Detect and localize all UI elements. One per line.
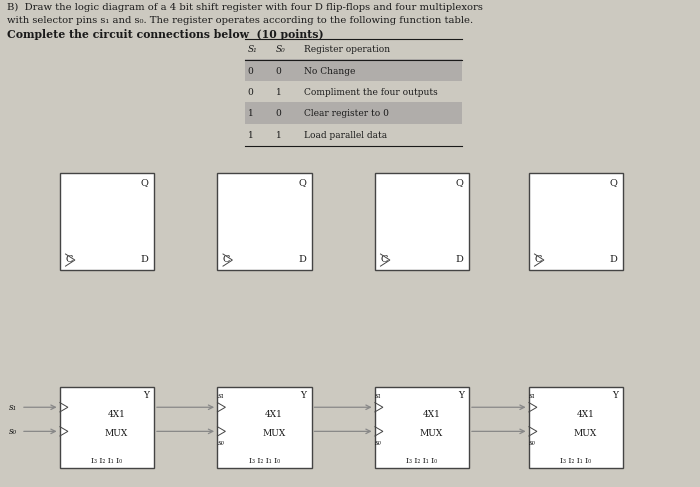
Text: Q: Q (141, 178, 148, 187)
Bar (374, 173, 469, 270)
Text: I₃ I₂ I₁ I₀: I₃ I₂ I₁ I₀ (560, 457, 592, 465)
Text: I₃ I₂ I₁ I₀: I₃ I₂ I₁ I₀ (406, 457, 438, 465)
Text: MUX: MUX (419, 429, 443, 438)
Text: 1: 1 (276, 131, 281, 140)
Text: D: D (141, 255, 148, 264)
Text: B)  Draw the logic diagram of a 4 bit shift register with four D flip-flops and : B) Draw the logic diagram of a 4 bit shi… (7, 2, 483, 12)
Text: 4X1: 4X1 (107, 410, 125, 419)
Text: Q: Q (610, 178, 617, 187)
Text: Y: Y (300, 391, 307, 400)
Bar (217, 387, 312, 468)
Text: s₀: s₀ (9, 427, 18, 436)
Text: s₁: s₁ (9, 403, 18, 412)
Text: I₃ I₂ I₁ I₀: I₃ I₂ I₁ I₀ (91, 457, 122, 465)
Text: S₁: S₁ (248, 45, 258, 54)
Text: 1: 1 (248, 110, 253, 118)
Text: 0: 0 (248, 88, 253, 97)
Bar (245, 102, 462, 124)
Text: Q: Q (298, 178, 306, 187)
Text: 1: 1 (276, 88, 281, 97)
Text: D: D (610, 255, 617, 264)
Text: 4X1: 4X1 (422, 410, 440, 419)
Text: No Change: No Change (304, 67, 355, 75)
Text: D: D (298, 255, 306, 264)
Text: s₁: s₁ (218, 392, 225, 400)
Bar (374, 387, 469, 468)
Text: 0: 0 (248, 67, 253, 75)
Text: 4X1: 4X1 (576, 410, 594, 419)
Text: 0: 0 (276, 110, 281, 118)
Text: Y: Y (458, 391, 464, 400)
Text: S₀: S₀ (276, 45, 286, 54)
Text: s₀: s₀ (375, 439, 382, 447)
Text: 4X1: 4X1 (265, 410, 283, 419)
Bar (245, 59, 462, 81)
Text: C: C (534, 255, 542, 264)
Text: s₁: s₁ (375, 392, 382, 400)
Text: Q: Q (456, 178, 463, 187)
Text: s₀: s₀ (529, 439, 536, 447)
Text: Clear register to 0: Clear register to 0 (304, 110, 389, 118)
Text: with selector pins s₁ and s₀. The register operates according to the following f: with selector pins s₁ and s₀. The regist… (7, 16, 473, 24)
Text: 0: 0 (276, 67, 281, 75)
Text: Y: Y (143, 391, 149, 400)
Text: Y: Y (612, 391, 618, 400)
Bar (60, 173, 154, 270)
Text: Load parallel data: Load parallel data (304, 131, 387, 140)
Text: C: C (380, 255, 388, 264)
Bar (60, 387, 154, 468)
Text: 1: 1 (248, 131, 253, 140)
Text: C: C (65, 255, 73, 264)
Text: Complete the circuit connections below  (10 points): Complete the circuit connections below (… (7, 29, 323, 40)
Text: MUX: MUX (573, 429, 597, 438)
Text: Register operation: Register operation (304, 45, 390, 54)
Bar (217, 173, 312, 270)
Bar (528, 387, 623, 468)
Text: C: C (223, 255, 230, 264)
Text: I₃ I₂ I₁ I₀: I₃ I₂ I₁ I₀ (248, 457, 280, 465)
Bar (528, 173, 623, 270)
Text: Compliment the four outputs: Compliment the four outputs (304, 88, 438, 97)
Text: s₀: s₀ (218, 439, 225, 447)
Text: s₁: s₁ (529, 392, 536, 400)
Text: MUX: MUX (104, 429, 128, 438)
Text: D: D (456, 255, 463, 264)
Text: MUX: MUX (262, 429, 286, 438)
